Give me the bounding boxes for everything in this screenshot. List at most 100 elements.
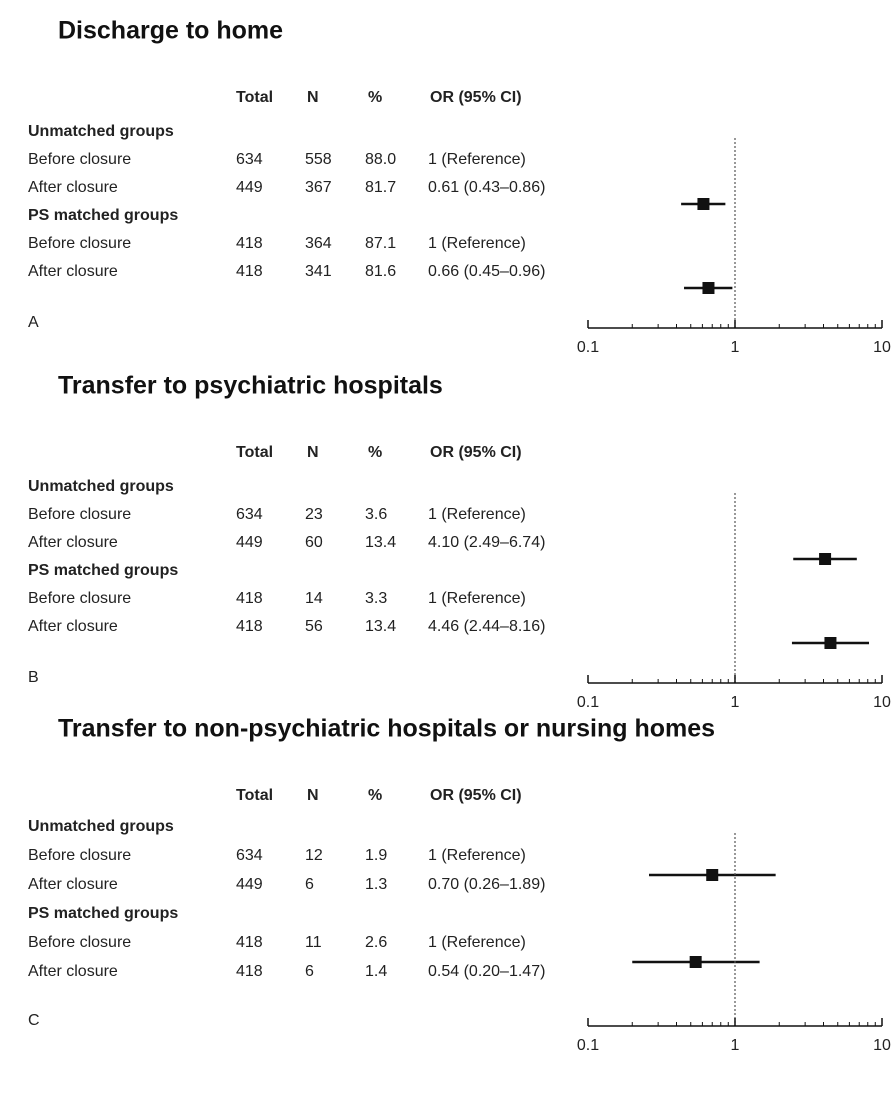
table-cell: Before closure: [28, 235, 131, 252]
column-header: N: [307, 89, 319, 106]
panel-letter: A: [28, 314, 39, 331]
panel-letter: B: [28, 669, 39, 686]
table-cell: 1 (Reference): [428, 934, 526, 951]
x-tick-label: 10: [873, 694, 891, 711]
table-cell: 23: [305, 506, 323, 523]
point-estimate: [824, 637, 837, 649]
table-cell: 367: [305, 179, 332, 196]
table-cell: 11: [305, 934, 322, 951]
table-cell: 418: [236, 263, 263, 280]
table-cell: 2.6: [365, 934, 387, 951]
x-tick-label: 1: [731, 694, 740, 711]
table-cell: Before closure: [28, 934, 131, 951]
table-cell: 1.3: [365, 876, 387, 893]
table-cell: 418: [236, 590, 263, 607]
group-label: Unmatched groups: [28, 123, 174, 140]
table-cell: 14: [305, 590, 323, 607]
panel-title: Transfer to non-psychiatric hospitals or…: [58, 715, 715, 743]
x-tick-label: 0.1: [577, 694, 599, 711]
x-tick-label: 10: [873, 339, 891, 356]
point-estimate: [689, 956, 702, 968]
table-cell: 634: [236, 847, 263, 864]
group-label: PS matched groups: [28, 905, 178, 922]
table-cell: 449: [236, 179, 263, 196]
table-cell: 418: [236, 934, 263, 951]
table-cell: After closure: [28, 963, 118, 980]
x-tick-label: 10: [873, 1037, 891, 1054]
column-header: OR (95% CI): [430, 787, 522, 804]
table-cell: 4.10 (2.49–6.74): [428, 534, 545, 551]
table-cell: After closure: [28, 618, 118, 635]
table-cell: 3.3: [365, 590, 387, 607]
point-estimate: [819, 553, 832, 565]
table-cell: 0.54 (0.20–1.47): [428, 963, 545, 980]
table-cell: 56: [305, 618, 323, 635]
column-header: OR (95% CI): [430, 444, 522, 461]
group-label: Unmatched groups: [28, 818, 174, 835]
column-header: Total: [236, 444, 273, 461]
column-header: OR (95% CI): [430, 89, 522, 106]
table-cell: 1 (Reference): [428, 506, 526, 523]
table-cell: 81.6: [365, 263, 396, 280]
table-cell: 88.0: [365, 151, 396, 168]
group-label: PS matched groups: [28, 562, 178, 579]
column-header: N: [307, 444, 319, 461]
table-cell: After closure: [28, 263, 118, 280]
group-label: PS matched groups: [28, 207, 178, 224]
column-header: Total: [236, 787, 273, 804]
table-cell: 418: [236, 235, 263, 252]
table-cell: 0.61 (0.43–0.86): [428, 179, 545, 196]
table-cell: 1 (Reference): [428, 847, 526, 864]
table-cell: 449: [236, 534, 263, 551]
table-cell: 3.6: [365, 506, 387, 523]
table-cell: 1 (Reference): [428, 151, 526, 168]
table-cell: 81.7: [365, 179, 396, 196]
table-cell: 4.46 (2.44–8.16): [428, 618, 545, 635]
table-cell: 449: [236, 876, 263, 893]
table-cell: 6: [305, 876, 314, 893]
table-cell: 418: [236, 618, 263, 635]
x-tick-label: 0.1: [577, 339, 599, 356]
table-cell: 364: [305, 235, 332, 252]
table-cell: 87.1: [365, 235, 396, 252]
table-cell: 634: [236, 506, 263, 523]
table-cell: After closure: [28, 876, 118, 893]
table-cell: 1 (Reference): [428, 590, 526, 607]
table-cell: Before closure: [28, 590, 131, 607]
table-cell: 12: [305, 847, 323, 864]
point-estimate: [706, 869, 719, 881]
column-header: %: [368, 787, 382, 804]
x-tick-label: 0.1: [577, 1037, 599, 1054]
table-cell: 6: [305, 963, 314, 980]
table-cell: 1.4: [365, 963, 387, 980]
panel-title: Discharge to home: [58, 17, 283, 45]
table-cell: Before closure: [28, 151, 131, 168]
table-cell: 634: [236, 151, 263, 168]
table-cell: Before closure: [28, 847, 131, 864]
table-cell: 0.70 (0.26–1.89): [428, 876, 545, 893]
column-header: N: [307, 787, 319, 804]
x-tick-label: 1: [731, 339, 740, 356]
panel-title: Transfer to psychiatric hospitals: [58, 372, 443, 400]
table-cell: 341: [305, 263, 332, 280]
panel-letter: C: [28, 1012, 40, 1029]
point-estimate: [702, 282, 715, 294]
column-header: Total: [236, 89, 273, 106]
table-cell: After closure: [28, 179, 118, 196]
column-header: %: [368, 89, 382, 106]
point-estimate: [697, 198, 710, 210]
table-cell: 13.4: [365, 618, 396, 635]
x-tick-label: 1: [731, 1037, 740, 1054]
table-cell: 418: [236, 963, 263, 980]
table-cell: 1 (Reference): [428, 235, 526, 252]
table-cell: 13.4: [365, 534, 396, 551]
table-cell: 1.9: [365, 847, 387, 864]
table-cell: After closure: [28, 534, 118, 551]
table-cell: 0.66 (0.45–0.96): [428, 263, 545, 280]
table-cell: 558: [305, 151, 332, 168]
table-cell: Before closure: [28, 506, 131, 523]
table-cell: 60: [305, 534, 323, 551]
column-header: %: [368, 444, 382, 461]
group-label: Unmatched groups: [28, 478, 174, 495]
